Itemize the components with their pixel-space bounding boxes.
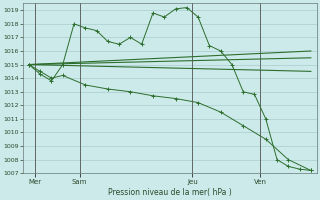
X-axis label: Pression niveau de la mer( hPa ): Pression niveau de la mer( hPa )	[108, 188, 232, 197]
